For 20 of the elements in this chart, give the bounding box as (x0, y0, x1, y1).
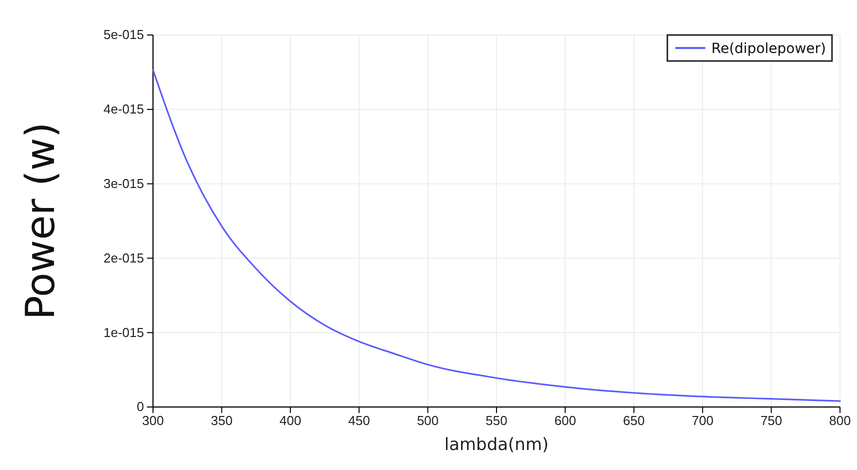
y-tick-label: 2e-015 (104, 250, 144, 266)
x-tick-label: 350 (210, 413, 233, 428)
y-tick-label: 1e-015 (104, 324, 144, 340)
x-tick-label: 600 (554, 413, 576, 428)
y-tick-label: 3e-015 (104, 176, 144, 191)
x-tick-label: 450 (348, 413, 370, 428)
y-tick-label: 5e-015 (104, 27, 144, 42)
legend-label: Re(dipolepower) (711, 41, 826, 57)
x-tick-label: 650 (623, 413, 645, 428)
x-axis-title: lambda(nm) (444, 435, 549, 455)
x-tick-label: 400 (280, 413, 302, 428)
x-tick-label: 300 (142, 413, 164, 428)
x-tick-label: 700 (692, 413, 714, 428)
y-axis-title: Power (w) (18, 122, 64, 320)
y-tick-label: 0 (136, 399, 144, 414)
x-tick-label: 500 (416, 413, 439, 428)
x-tick-label: 750 (760, 413, 782, 428)
x-tick-label: 550 (486, 413, 508, 428)
x-tick-label: 800 (829, 413, 851, 428)
y-tick-label: 4e-015 (104, 102, 144, 117)
